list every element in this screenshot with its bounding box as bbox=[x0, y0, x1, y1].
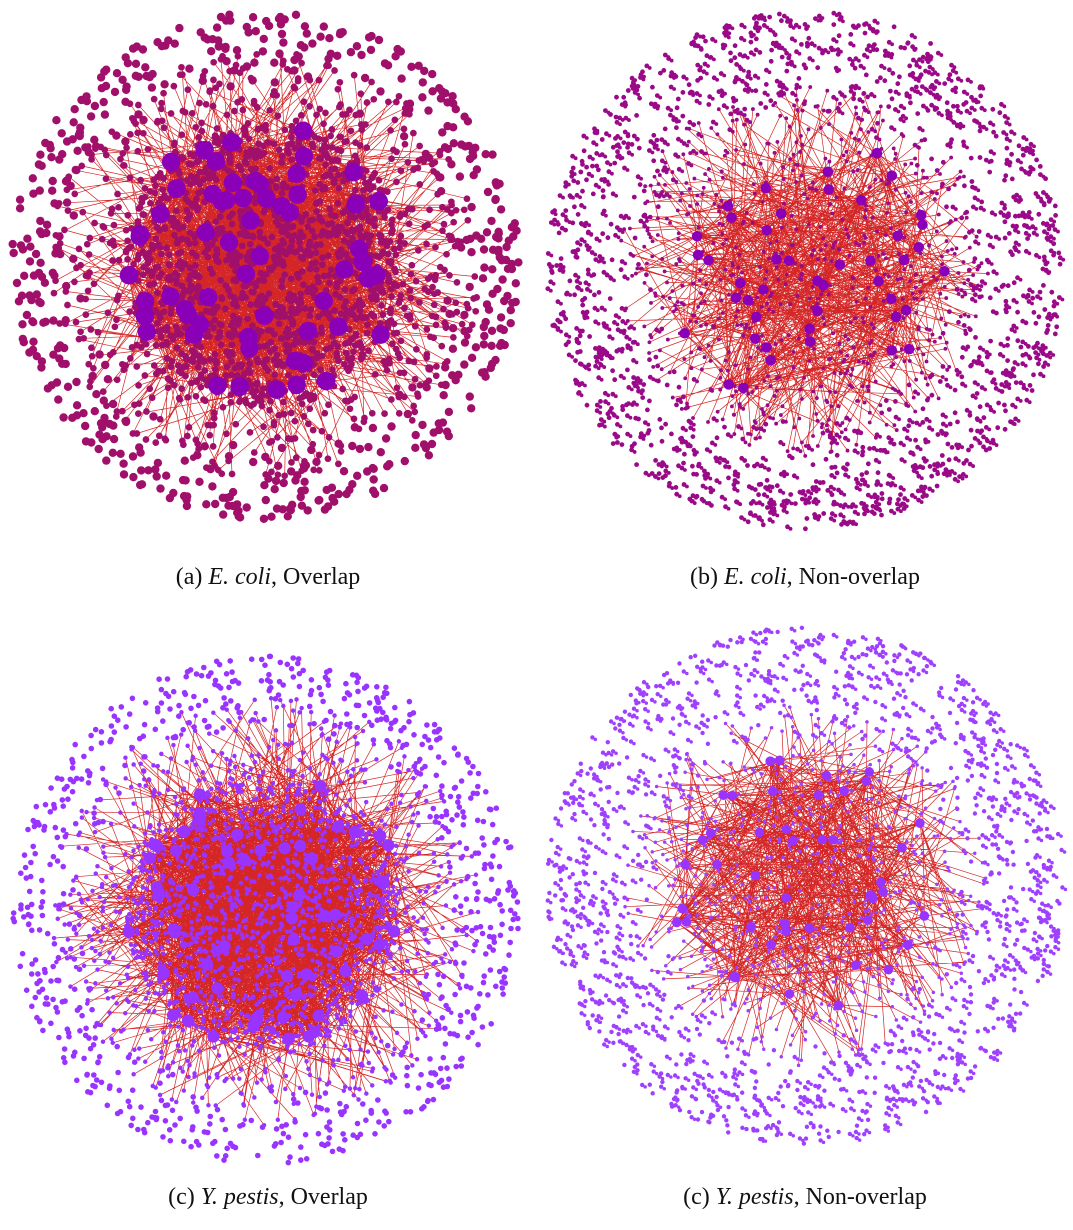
caption-species: E. coli bbox=[724, 564, 787, 590]
caption-label: (a) bbox=[176, 564, 203, 590]
caption: (c) Y. pestis, Non-overlap bbox=[537, 1184, 1073, 1211]
caption-label: (c) bbox=[168, 1184, 195, 1210]
figure-page: (a) E. coli, Overlap (b) E. coli, Non-ov… bbox=[0, 0, 1073, 1230]
network-graph bbox=[540, 5, 1070, 535]
network-nodes bbox=[10, 654, 520, 1166]
caption-text: , Non-overlap bbox=[787, 564, 920, 590]
caption-text: , Overlap bbox=[271, 564, 360, 590]
network-graph bbox=[5, 650, 525, 1170]
caption-species: E. coli bbox=[208, 564, 271, 590]
caption-species: Y. pestis bbox=[716, 1184, 794, 1210]
caption-text: , Non-overlap bbox=[794, 1184, 927, 1210]
network-graph bbox=[5, 5, 525, 525]
caption-label: (b) bbox=[690, 564, 718, 590]
network-graph bbox=[540, 620, 1070, 1150]
caption-label: (c) bbox=[683, 1184, 710, 1210]
caption: (b) E. coli, Non-overlap bbox=[537, 564, 1073, 591]
caption-text: , Overlap bbox=[279, 1184, 368, 1210]
caption: (c) Y. pestis, Overlap bbox=[0, 1184, 536, 1211]
caption: (a) E. coli, Overlap bbox=[0, 564, 536, 591]
caption-species: Y. pestis bbox=[201, 1184, 279, 1210]
